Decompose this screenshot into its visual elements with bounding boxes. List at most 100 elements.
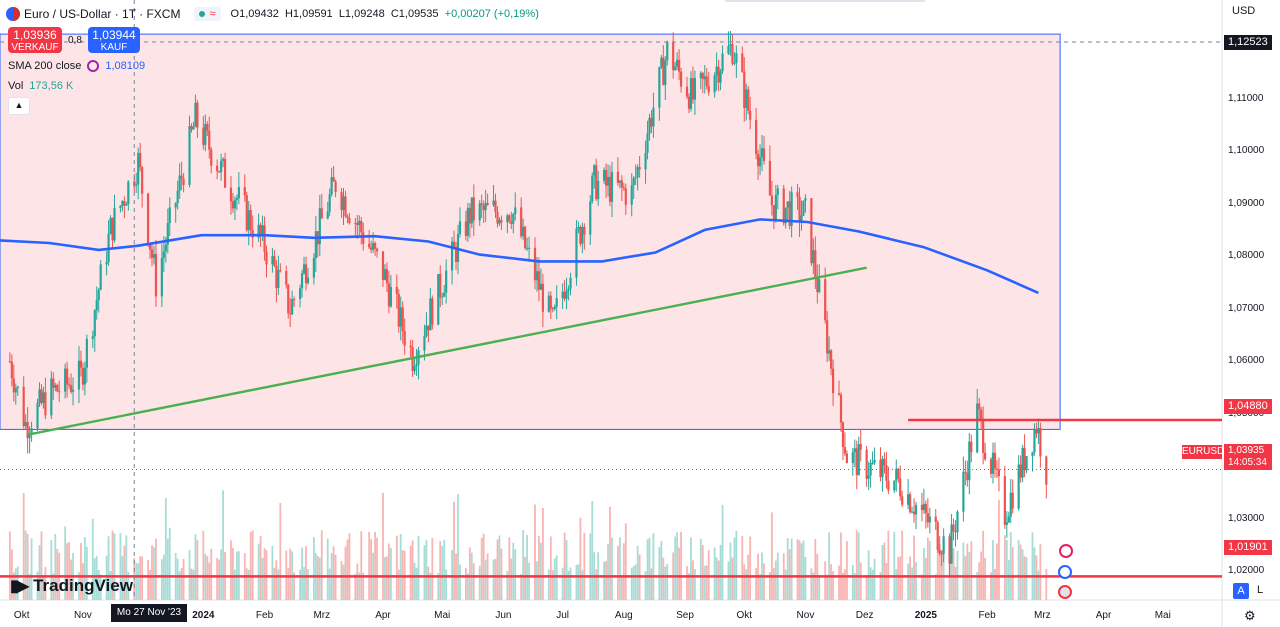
- volume-bar: [1007, 559, 1010, 600]
- market-status[interactable]: ≈: [194, 7, 221, 21]
- auto-scale-button[interactable]: A: [1233, 583, 1249, 599]
- volume-bar: [678, 547, 681, 600]
- volume-bar: [774, 560, 777, 600]
- candle-body: [804, 198, 807, 201]
- volume-bar: [151, 545, 153, 600]
- candle-body: [593, 165, 596, 176]
- candle-body: [924, 503, 927, 514]
- volume-bar: [91, 518, 94, 600]
- sell-button[interactable]: 1,03936 VERKAUF: [8, 27, 62, 53]
- candle-body: [10, 361, 13, 379]
- volume-bar: [832, 570, 834, 600]
- candle-body: [285, 271, 288, 285]
- volume-bar: [842, 572, 844, 600]
- volume-bar: [526, 534, 528, 600]
- candle-body: [620, 180, 623, 188]
- candle-body: [137, 152, 140, 185]
- candle-body: [291, 298, 294, 315]
- volume-bar: [1005, 540, 1008, 600]
- volume-bar: [508, 537, 511, 600]
- volume-bar: [293, 572, 296, 600]
- candle-body: [952, 524, 955, 532]
- volume-bar: [676, 532, 679, 600]
- volume-bar: [443, 539, 446, 600]
- us-event-icon[interactable]: [1058, 565, 1072, 579]
- volume-bar: [417, 535, 420, 600]
- volume-bar: [735, 530, 738, 600]
- volume-bar: [926, 537, 929, 600]
- candle-body: [1033, 429, 1036, 453]
- volume-bar: [913, 535, 915, 600]
- volume-bar: [320, 530, 323, 600]
- volume-bar: [344, 546, 347, 600]
- volume-bar: [277, 569, 280, 600]
- flash-event-icon[interactable]: [1059, 544, 1073, 558]
- candle-body: [67, 384, 71, 386]
- candle-body: [389, 286, 392, 307]
- volume-bar: [464, 567, 467, 600]
- volume-bar: [368, 531, 371, 600]
- eur-usd-flag-icon: [6, 7, 20, 21]
- volume-bar: [232, 548, 234, 600]
- volume-bar: [95, 555, 98, 600]
- candle-body: [583, 226, 586, 235]
- volume-bar: [617, 545, 619, 600]
- candle-body: [524, 226, 527, 249]
- candle-body: [926, 513, 929, 523]
- volume-bar: [247, 569, 250, 600]
- gear-icon[interactable]: ⚙: [1244, 608, 1256, 623]
- candle-body: [50, 378, 53, 416]
- candle-body: [44, 392, 47, 416]
- volume-bar: [591, 501, 594, 600]
- candle-body: [79, 360, 83, 368]
- time-axis-label: Okt: [736, 610, 753, 621]
- candle-body: [249, 210, 252, 231]
- candle-body: [976, 403, 979, 453]
- volume-indicator-legend[interactable]: Vol 173,56 K: [8, 80, 73, 92]
- candle-body: [318, 208, 321, 245]
- economic-event-icon[interactable]: [1058, 585, 1072, 599]
- volume-bar: [437, 573, 440, 600]
- candle-body: [934, 516, 937, 523]
- candle-body: [589, 201, 592, 235]
- candle-body: [204, 123, 207, 145]
- sma-indicator-legend[interactable]: SMA 200 close 1,08109: [8, 60, 145, 72]
- volume-bar: [80, 542, 82, 600]
- time-axis-label: Mai: [434, 610, 451, 621]
- volume-bar: [636, 545, 639, 600]
- candle-body: [551, 308, 554, 310]
- volume-bar: [52, 573, 55, 600]
- price-axis-label: 1,08000: [1228, 250, 1265, 262]
- candle-body: [445, 270, 448, 293]
- log-scale-button[interactable]: L: [1257, 584, 1264, 596]
- buy-button[interactable]: 1,03944 KAUF: [88, 27, 140, 53]
- candle-body: [340, 192, 343, 211]
- candle-body: [989, 459, 993, 474]
- candle-body: [648, 117, 651, 134]
- candle-body: [237, 187, 240, 199]
- price-tag-top: 1,12523: [1224, 35, 1272, 50]
- candle-body: [525, 247, 529, 249]
- candle-body: [636, 167, 639, 178]
- time-axis-label: Dez: [855, 610, 874, 621]
- candle-body: [450, 241, 454, 271]
- currency-selector[interactable]: USD: [1232, 5, 1256, 17]
- volume-bar: [624, 523, 627, 600]
- volume-bar: [589, 533, 592, 600]
- volume-bar: [630, 567, 633, 600]
- volume-bar: [370, 539, 373, 600]
- vol-value: 173,56 K: [29, 80, 74, 92]
- candle-body: [223, 158, 227, 188]
- candle-body: [348, 218, 351, 223]
- collapse-legend-button[interactable]: ▲: [8, 97, 30, 115]
- candle-body: [40, 389, 43, 404]
- candle-body: [1025, 456, 1028, 471]
- candle-body: [66, 368, 69, 385]
- volume-bar: [451, 549, 453, 600]
- candle-body: [188, 126, 191, 185]
- symbol-title[interactable]: Euro / US-Dollar · 1T · FXCM: [24, 7, 181, 21]
- candle-body: [575, 228, 578, 278]
- volume-bar: [482, 533, 485, 600]
- tradingview-logo[interactable]: ▮▶ TradingView: [10, 576, 133, 595]
